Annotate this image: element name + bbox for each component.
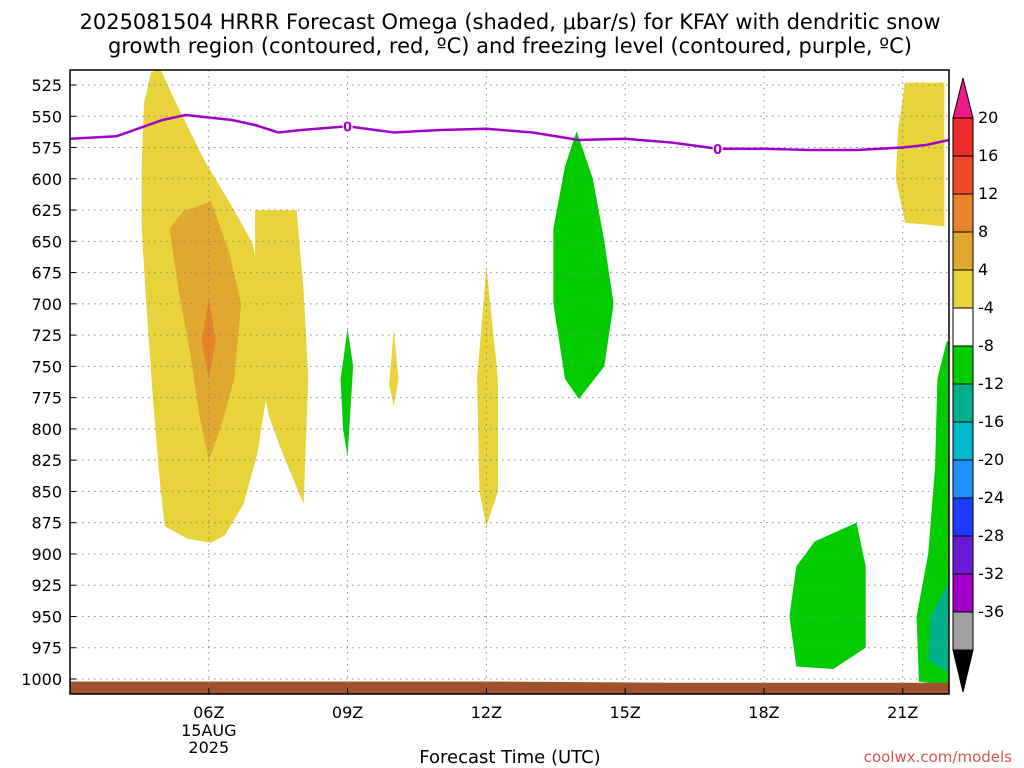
omega-shading [70,70,949,694]
colorbar-band [952,611,974,651]
colorbar-band [952,269,974,309]
colorbar-label: -32 [978,564,1004,583]
omega-region-8 [789,522,866,669]
colorbar-label: -8 [978,336,994,355]
colorbar-label: 12 [978,184,998,203]
y-tick-label: 700 [31,295,62,314]
y-tick-label: 550 [31,107,62,126]
x-tick-label: 18Z [748,703,779,722]
x-tick-label: 06Z [193,703,224,722]
freezing-level-label: 0 [343,120,352,135]
freezing-level-line [70,113,949,152]
colorbar-label: -16 [978,412,1004,431]
y-tick-label: 950 [31,607,62,626]
colorbar-band [952,535,974,575]
freezing-label-bg [342,119,353,133]
colorbar-label: 16 [978,146,998,165]
x-tick-label: 09Z [332,703,363,722]
y-tick-label: 1000 [21,670,62,689]
x-tick-sublabel: 2025 [188,738,229,757]
x-axis-label: Forecast Time (UTC) [419,747,600,768]
surface-band [70,681,949,694]
y-axis: 525 550 575 600 625 650 675 700 725 750 775 800 825 8… [21,76,76,689]
freezing-label-bg [712,141,723,155]
y-tick-label: 875 [31,514,62,533]
y-tick-label: 775 [31,389,62,408]
y-tick-label: 800 [31,420,62,439]
y-tick-label: 675 [31,264,62,283]
colorbar-band [952,155,974,195]
chart-title-line1: 2025081504 HRRR Forecast Omega (shaded, … [79,10,940,34]
colorbar-band [952,345,974,385]
omega-region-5 [389,328,399,407]
y-tick-label: 600 [31,170,62,189]
freezing-level-label: 0 [713,143,722,158]
y-tick-label: 725 [31,326,62,345]
colorbar-bottom-arrow [952,649,974,693]
colorbar: 20 16 12 8 4 -4 -8 -12 -16 -20 -24 -28 -32 -36 [952,77,1004,693]
colorbar-band [952,117,974,157]
omega-region-11 [928,585,949,673]
colorbar-label: -12 [978,374,1004,393]
y-tick-label: 650 [31,232,62,251]
chart-title-line2: growth region (contoured, red, ºC) and f… [108,34,912,58]
colorbar-label: -28 [978,526,1004,545]
colorbar-label: -36 [978,602,1004,621]
colorbar-label: -20 [978,450,1004,469]
y-tick-label: 575 [31,139,62,158]
omega-region-9 [895,82,945,227]
colorbar-band [952,231,974,271]
y-tick-label: 825 [31,451,62,470]
colorbar-band [952,193,974,233]
plot-frame [69,69,950,695]
colorbar-label: 8 [978,222,988,241]
y-tick-label: 850 [31,482,62,501]
colorbar-label: 4 [978,260,988,279]
colorbar-band [952,459,974,499]
x-tick-sublabel: 15AUG [181,721,236,740]
y-tick-label: 625 [31,201,62,220]
freezing-level-contour: 00 [70,113,949,158]
colorbar-band [952,573,974,613]
y-tick-label: 975 [31,639,62,658]
colorbar-label: 20 [978,108,998,127]
omega-region-1 [255,210,309,504]
y-tick-label: 925 [31,576,62,595]
colorbar-label: -24 [978,488,1004,507]
credit-text: coolwx.com/models [864,748,1012,766]
omega-region-4 [340,328,354,457]
colorbar-band [952,421,974,461]
grid-lines [70,70,949,694]
colorbar-label: -4 [978,298,994,317]
colorbar-band [952,497,974,537]
y-tick-label: 750 [31,357,62,376]
x-tick-label: 12Z [471,703,502,722]
y-tick-label: 900 [31,545,62,564]
x-tick-label: 21Z [887,703,918,722]
omega-region-6 [477,266,498,527]
x-tick-label: 15Z [609,703,640,722]
y-tick-label: 525 [31,76,62,95]
omega-region-7 [553,131,614,399]
colorbar-band [952,307,974,347]
colorbar-top-arrow [952,77,974,119]
colorbar-band [952,383,974,423]
omega-region-3 [201,297,216,379]
